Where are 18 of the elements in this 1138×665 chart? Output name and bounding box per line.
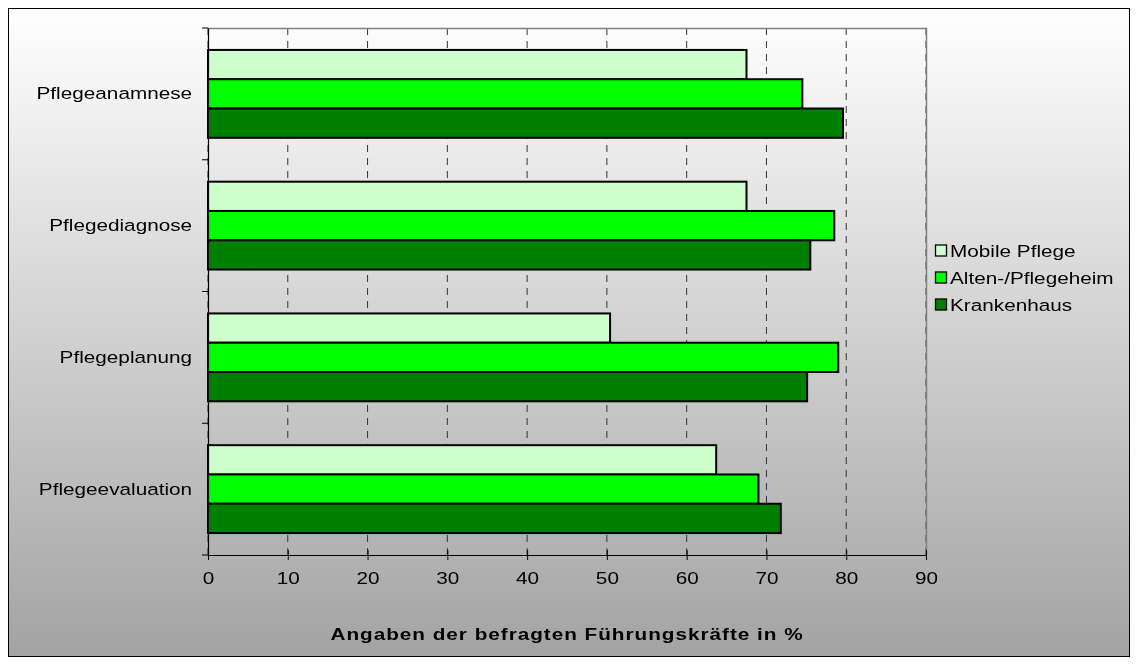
x-tick-label: 40 — [516, 568, 540, 588]
x-tick-label: 20 — [356, 568, 380, 588]
x-tick-label: 60 — [675, 568, 699, 588]
x-tick-label: 0 — [202, 568, 215, 588]
x-tick-label: 50 — [595, 568, 619, 588]
y-tick-label: Pflegeevaluation — [38, 479, 193, 499]
y-tick-label: Pflegeplanung — [59, 347, 193, 367]
x-tick-label: 10 — [276, 568, 300, 588]
x-tick-label: 90 — [914, 568, 939, 588]
x-axis-title: Angaben der befragten Führungskräfte in % — [330, 624, 804, 644]
y-tick-label: Pflegediagnose — [49, 215, 193, 235]
legend-label: Mobile Pflege — [950, 241, 1076, 261]
legend-label: Krankenhaus — [950, 295, 1073, 315]
x-tick-label: 80 — [835, 568, 859, 588]
x-tick-label: 70 — [755, 568, 779, 588]
y-tick-label: Pflegeanamnese — [36, 84, 193, 103]
legend-label: Alten-/Pflegeheim — [950, 268, 1114, 288]
x-tick-label: 30 — [436, 568, 460, 588]
